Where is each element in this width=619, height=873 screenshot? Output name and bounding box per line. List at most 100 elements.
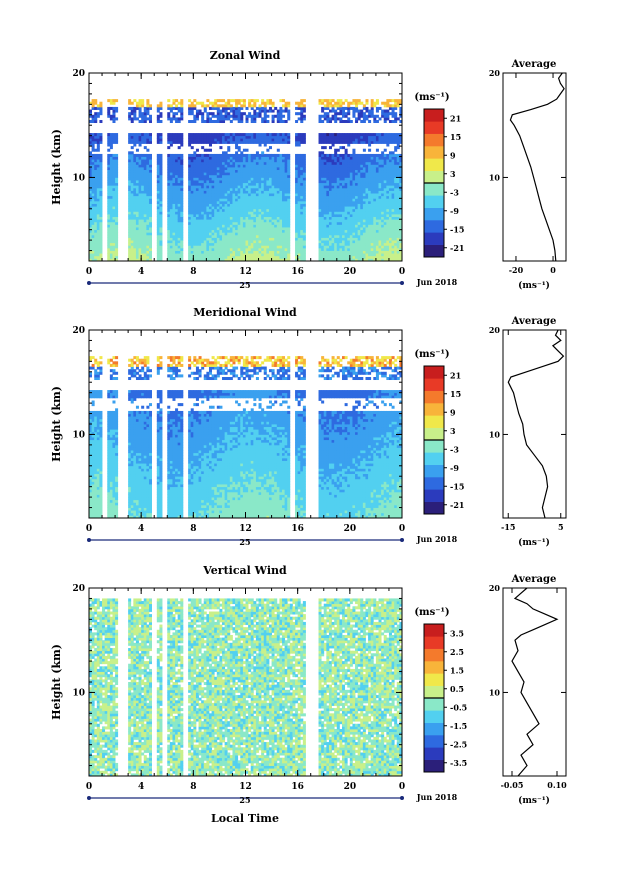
heatmap-cell [180, 159, 184, 163]
heatmap-cell [282, 156, 286, 160]
heatmap-cell [253, 156, 257, 160]
heatmap-cell [190, 200, 194, 204]
heatmap-cell [373, 237, 377, 241]
heatmap-cell [370, 203, 374, 207]
heatmap-cell [224, 245, 228, 249]
heatmap-cell [253, 117, 257, 121]
heatmap-cell [167, 206, 171, 210]
heatmap-cell [235, 221, 239, 225]
heatmap-cell [378, 214, 382, 218]
heatmap-cell [271, 161, 275, 165]
heatmap-cell [245, 232, 249, 236]
heatmap-cell [99, 219, 103, 223]
heatmap-cell [135, 101, 139, 105]
heatmap-cell [245, 211, 249, 215]
heatmap-cell [349, 234, 353, 238]
heatmap-cell [344, 214, 348, 218]
heatmap-cell [344, 203, 348, 207]
heatmap-cell [318, 138, 322, 142]
heatmap-cell [135, 245, 139, 249]
heatmap-cell [240, 214, 244, 218]
heatmap-cell [235, 247, 239, 251]
heatmap-cell [370, 221, 374, 225]
heatmap-cell [224, 169, 228, 173]
heatmap-cell [138, 159, 142, 163]
heatmap-cell [355, 232, 359, 236]
heatmap-cell [206, 190, 210, 194]
heatmap-cell [130, 167, 134, 171]
heatmap-cell [115, 153, 119, 157]
heatmap-cell [180, 140, 184, 144]
heatmap-cell [193, 138, 197, 142]
heatmap-cell [193, 135, 197, 139]
heatmap-cell [287, 172, 291, 176]
heatmap-cell [250, 190, 254, 194]
heatmap-cell [107, 203, 111, 207]
heatmap-cell [263, 161, 267, 165]
heatmap-cell [250, 99, 254, 103]
heatmap-cell [347, 224, 351, 228]
heatmap-cell [222, 229, 226, 233]
heatmap-cell [115, 232, 119, 236]
heatmap-cell [373, 177, 377, 181]
heatmap-cell [287, 159, 291, 163]
heatmap-cell [323, 172, 327, 176]
heatmap-cell [193, 206, 197, 210]
heatmap-cell [115, 99, 119, 103]
heatmap-cell [368, 208, 372, 212]
heatmap-cell [368, 114, 372, 118]
heatmap-cell [386, 253, 390, 257]
heatmap-cell [328, 167, 332, 171]
heatmap-cell [282, 177, 286, 181]
heatmap-cell [89, 143, 93, 147]
heatmap-cell [96, 203, 100, 207]
heatmap-cell [143, 169, 147, 173]
heatmap-cell [284, 159, 288, 163]
heatmap-cell [177, 164, 181, 168]
heatmap-cell [266, 211, 270, 215]
heatmap-cell [222, 195, 226, 199]
heatmap-cell [112, 232, 116, 236]
heatmap-cell [282, 206, 286, 210]
heatmap-cell [373, 250, 377, 254]
heatmap-cell [138, 156, 142, 160]
heatmap-cell [318, 229, 322, 233]
heatmap-cell [388, 219, 392, 223]
heatmap-cell [284, 177, 288, 181]
heatmap-cell [143, 138, 147, 142]
heatmap-cell [135, 161, 139, 165]
heatmap-cell [284, 237, 288, 241]
heatmap-cell [360, 234, 364, 238]
heatmap-cell [96, 182, 100, 186]
heatmap-cell [352, 211, 356, 215]
heatmap-cell [211, 247, 215, 251]
heatmap-cell [347, 203, 351, 207]
heatmap-cell [274, 211, 278, 215]
heatmap-cell [331, 140, 335, 144]
heatmap-cell [339, 177, 343, 181]
heatmap-cell [360, 237, 364, 241]
heatmap-cell [167, 237, 171, 241]
heatmap-cell [300, 258, 304, 262]
heatmap-cell [206, 198, 210, 202]
heatmap-cell [250, 208, 254, 212]
heatmap-cell [167, 258, 171, 262]
heatmap-cell [188, 250, 192, 254]
heatmap-cell [271, 253, 275, 257]
heatmap-cell [138, 211, 142, 215]
heatmap-cell [195, 138, 199, 142]
heatmap-cell [266, 190, 270, 194]
heatmap-cell [146, 221, 150, 225]
heatmap-cell [297, 242, 301, 246]
heatmap-cell [370, 104, 374, 108]
heatmap-cell [386, 214, 390, 218]
heatmap-cell [326, 232, 330, 236]
heatmap-cell [99, 106, 103, 110]
heatmap-cell [193, 240, 197, 244]
heatmap-cell [130, 234, 134, 238]
heatmap-cell [232, 135, 236, 139]
heatmap-cell [263, 159, 267, 163]
heatmap-cell [172, 156, 176, 160]
heatmap-cell [349, 219, 353, 223]
heatmap-cell [229, 187, 233, 191]
